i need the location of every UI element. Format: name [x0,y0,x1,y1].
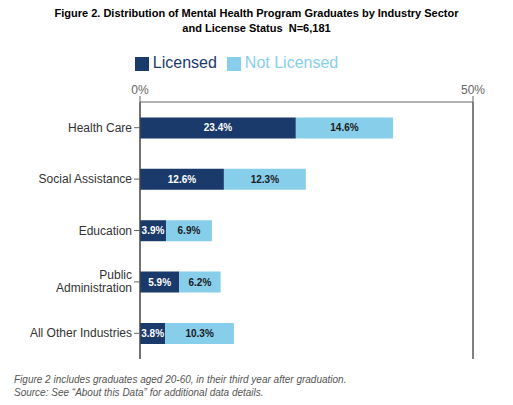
svg-text:23.4%: 23.4% [204,122,232,133]
svg-text:6.9%: 6.9% [178,225,201,236]
svg-text:Education: Education [79,224,132,238]
html-text:Not Licensed: Not Licensed [244,54,339,71]
svg-text:14.6%: 14.6% [330,122,358,133]
svg-text:PublicAdministration: PublicAdministration [56,268,132,295]
svg-text:10.3%: 10.3% [185,328,213,339]
html-text:Source: See “About this Data”: Source: See “About this Data” for additi… [14,387,264,398]
svg-text:3.8%: 3.8% [141,328,164,339]
svg-text:12.6%: 12.6% [168,174,196,185]
svg-text:Social Assistance: Social Assistance [39,172,133,186]
html-text:Licensed: Licensed [152,54,217,71]
svg-text:5.9%: 5.9% [148,277,171,288]
svg-text:12.3%: 12.3% [251,174,279,185]
svg-text:All Other Industries: All Other Industries [30,326,132,340]
svg-text:3.9%: 3.9% [142,225,165,236]
html-text:Figure 2. Distribution of Ment: Figure 2. Distribution of Mental Health … [54,7,459,34]
svg-text:0%: 0% [131,83,149,97]
html-text:Figure 2 includes graduates ag: Figure 2 includes graduates aged 20-60, … [14,374,347,385]
svg-text:6.2%: 6.2% [189,277,212,288]
svg-text:50%: 50% [461,83,485,97]
svg-text:Health Care: Health Care [68,121,132,135]
